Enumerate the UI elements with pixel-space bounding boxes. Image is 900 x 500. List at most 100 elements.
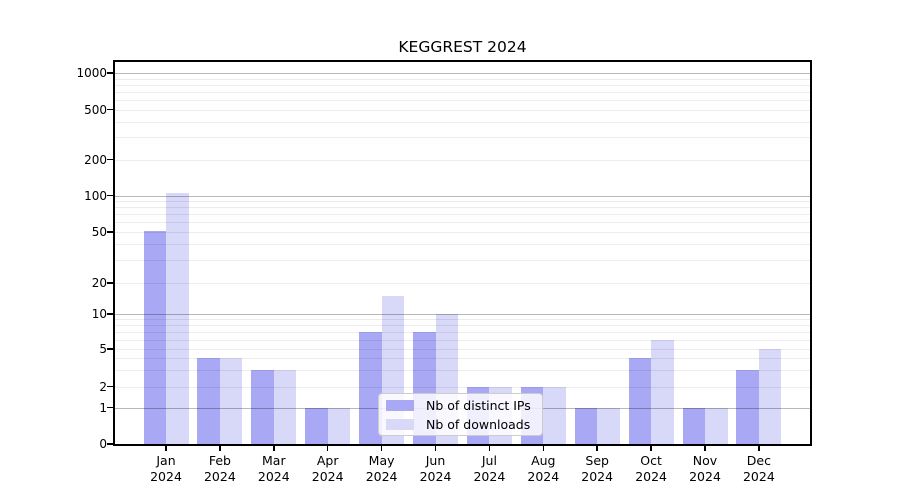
y-tick-label: 100 [84,188,107,203]
x-tick-label-year: 2024 [257,469,290,484]
bar-downloads [327,407,351,444]
legend-swatch-downloads [386,418,414,430]
x-tick-mark [596,446,598,451]
minor-gridline [115,339,810,341]
x-tick-label-year: 2024 [203,469,236,484]
minor-gridline [115,84,810,86]
minor-gridline [115,386,810,388]
y-tick-label: 5 [99,342,107,356]
y-tick-label: 500 [84,102,107,117]
x-tick-label: Nov 2024 [673,453,737,485]
bar-downloads [166,192,189,444]
minor-gridline [115,232,810,233]
legend-label-downloads: Nb of downloads [426,416,531,432]
y-tick-label: 2 [99,379,107,394]
minor-gridline [115,332,810,333]
x-tick-label-year: 2024 [150,469,182,484]
x-tick-mark [542,446,545,451]
minor-gridline [115,214,810,216]
x-tick-mark [326,446,329,451]
bar-distinct-ips [143,230,166,444]
bar-distinct-ips [197,358,220,444]
bar-distinct-ips [682,407,705,444]
x-tick-label-year: 2024 [311,469,344,484]
minor-gridline [115,244,810,246]
x-tick-label: Dec 2024 [727,453,791,485]
bar-downloads [543,386,566,444]
minor-gridline [115,91,810,93]
minor-gridline [115,121,810,123]
minor-gridline [115,349,810,350]
y-tick-mark [107,231,113,233]
legend: Nb of distinct IPs Nb of downloads [378,393,543,436]
bar-downloads [651,339,674,444]
x-tick-mark [758,446,760,451]
x-tick-label: Oct 2024 [619,453,683,485]
minor-gridline [115,222,810,224]
y-tick-mark [107,72,113,74]
chart-title: KEGGREST 2024 [398,38,527,56]
x-tick-label: May 2024 [350,453,414,485]
y-tick-mark [107,282,113,284]
minor-gridline [115,260,810,262]
minor-gridline [115,319,810,321]
y-tick-label: 20 [91,276,107,290]
minor-gridline [115,201,810,203]
legend-row-distinct-ips: Nb of distinct IPs [386,398,534,413]
bar-distinct-ips [251,369,274,444]
bar-distinct-ips [736,369,759,444]
x-tick-mark [273,446,275,451]
bar-downloads [758,349,782,444]
x-tick-mark [219,446,221,451]
bar-distinct-ips [359,332,382,444]
y-tick-mark [107,158,113,161]
legend-swatch-distinct-ips [386,399,414,411]
bar-downloads [273,369,297,444]
x-tick-label: Apr 2024 [296,453,360,485]
x-tick-mark [704,446,706,451]
x-tick-label-year: 2024 [527,469,560,484]
x-tick-label-year: 2024 [581,469,614,484]
minor-gridline [115,325,810,327]
minor-gridline [115,99,810,101]
major-gridline [115,195,810,197]
x-tick-label: Jun 2024 [404,453,468,485]
y-tick-label: 200 [84,152,107,167]
bar-distinct-ips [628,358,652,444]
y-tick-mark [107,108,113,111]
x-tick-mark [650,446,652,451]
major-gridline [115,73,810,74]
minor-gridline [115,159,810,161]
bar-downloads [219,358,243,444]
y-tick-mark [107,443,113,445]
y-tick-label: 1000 [76,66,107,80]
bar-downloads [597,407,620,444]
y-tick-label: 1 [99,400,107,415]
bar-distinct-ips [305,407,328,444]
x-tick-label-year: 2024 [742,469,775,484]
y-tick-mark [107,194,113,197]
y-tick-label: 0 [99,437,107,451]
y-tick-mark [107,348,113,350]
minor-gridline [115,283,810,284]
x-tick-label-year: 2024 [473,469,506,484]
grid-layer [115,62,810,444]
minor-gridline [115,358,810,360]
x-tick-mark [434,446,437,451]
x-tick-mark [488,446,491,451]
x-tick-label-year: 2024 [635,469,667,484]
bar-downloads [705,407,728,444]
x-tick-mark [380,446,383,451]
minor-gridline [115,137,810,139]
y-tick-mark [107,385,113,388]
y-tick-mark [107,313,113,315]
y-tick-label: 50 [91,225,107,239]
major-gridline [115,314,810,315]
x-tick-label-year: 2024 [419,469,452,484]
x-tick-label: Mar 2024 [242,453,306,485]
x-tick-label-year: 2024 [689,469,721,484]
x-tick-label: Sep 2024 [565,453,629,485]
bar-distinct-ips [574,407,598,444]
x-tick-label: Jan 2024 [134,453,198,485]
